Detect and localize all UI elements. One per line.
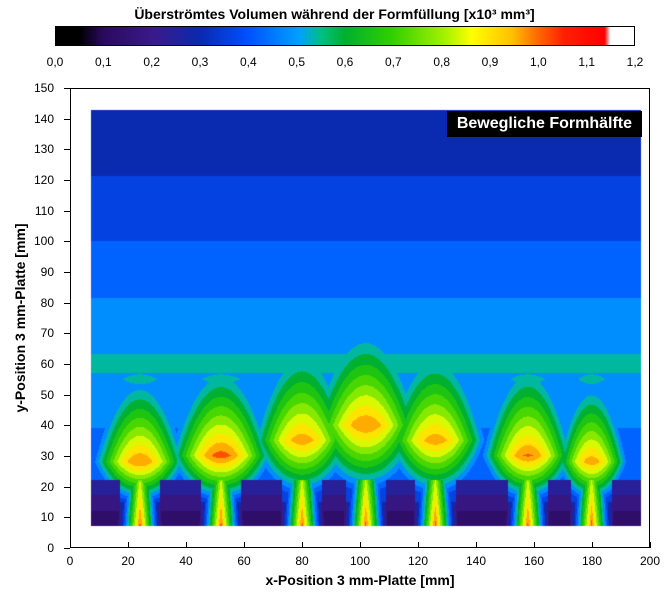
colorbar-tick: 0,8 (433, 55, 450, 69)
y-tick: 30 (41, 449, 54, 463)
x-axis-label: x-Position 3 mm-Platte [mm] (70, 572, 650, 588)
y-tick: 110 (35, 204, 54, 218)
x-tick: 20 (121, 554, 134, 568)
y-tick: 40 (41, 418, 54, 432)
colorbar-tick: 0,2 (143, 55, 160, 69)
colorbar-tick: 0,4 (240, 55, 257, 69)
x-axis-ticks: 020406080100120140160180200 (70, 548, 650, 568)
y-tick: 70 (41, 326, 54, 340)
heatmap-canvas (70, 88, 650, 548)
y-tick: 0 (47, 541, 54, 555)
colorbar: 0,00,10,20,30,40,50,60,70,80,91,01,11,2 (55, 26, 635, 73)
colorbar-ticks: 0,00,10,20,30,40,50,60,70,80,91,01,11,2 (55, 55, 635, 73)
x-tick: 120 (408, 554, 428, 568)
y-tick: 20 (41, 480, 54, 494)
x-tick: 80 (295, 554, 308, 568)
y-tick: 130 (34, 142, 54, 156)
y-tick: 60 (41, 357, 54, 371)
y-tick: 50 (41, 388, 54, 402)
colorbar-tick: 0,1 (95, 55, 112, 69)
y-tick: 140 (34, 112, 54, 126)
y-axis-label: y-Position 3 mm-Platte [mm] (10, 88, 30, 548)
y-tick: 100 (34, 234, 54, 248)
colorbar-tick: 0,3 (192, 55, 209, 69)
y-tick: 150 (34, 81, 54, 95)
plot-annotation: Bewegliche Formhälfte (447, 111, 642, 137)
x-tick: 100 (350, 554, 370, 568)
colorbar-gradient (55, 26, 635, 46)
x-tick: 40 (179, 554, 192, 568)
x-tick: 60 (237, 554, 250, 568)
x-tick: 200 (640, 554, 660, 568)
y-tick: 10 (41, 510, 54, 524)
colorbar-tick: 1,1 (578, 55, 595, 69)
plot-area: Bewegliche Formhälfte (70, 88, 650, 548)
colorbar-title: Überströmtes Volumen während der Formfül… (0, 6, 669, 22)
colorbar-tick: 1,0 (530, 55, 547, 69)
colorbar-tick: 0,9 (482, 55, 499, 69)
x-tick: 180 (582, 554, 602, 568)
x-tick: 0 (67, 554, 74, 568)
y-tick: 80 (41, 296, 54, 310)
x-tick: 160 (524, 554, 544, 568)
y-axis-label-text: y-Position 3 mm-Platte [mm] (12, 223, 28, 412)
colorbar-tick: 0,6 (337, 55, 354, 69)
y-tick: 120 (34, 173, 54, 187)
y-tick: 90 (41, 265, 54, 279)
colorbar-tick: 0,0 (47, 55, 64, 69)
colorbar-tick: 0,5 (288, 55, 305, 69)
x-tick: 140 (466, 554, 486, 568)
colorbar-tick: 0,7 (385, 55, 402, 69)
colorbar-tick: 1,2 (627, 55, 644, 69)
